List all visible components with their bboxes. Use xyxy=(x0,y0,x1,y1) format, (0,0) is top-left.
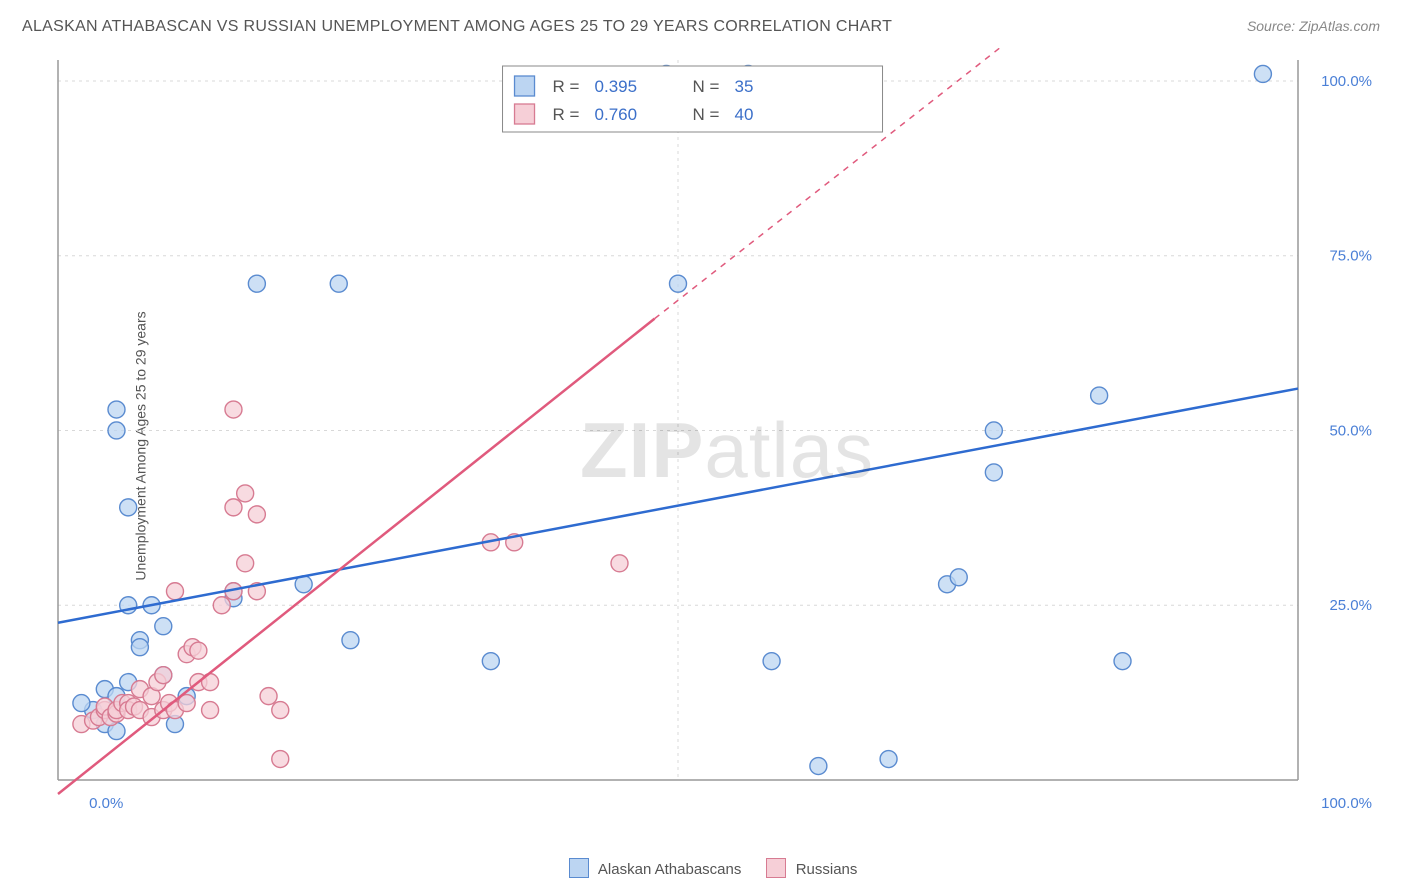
y-tick-label: 100.0% xyxy=(1321,73,1372,90)
scatter-point xyxy=(330,275,347,292)
scatter-point xyxy=(108,401,125,418)
bottom-legend: Alaskan Athabascans Russians xyxy=(0,858,1406,878)
y-tick-label: 50.0% xyxy=(1329,422,1372,439)
scatter-point xyxy=(950,569,967,586)
scatter-point xyxy=(880,751,897,768)
scatter-point xyxy=(342,632,359,649)
scatter-point xyxy=(120,499,137,516)
scatter-point xyxy=(237,485,254,502)
scatter-point xyxy=(272,751,289,768)
scatter-point xyxy=(155,667,172,684)
scatter-point xyxy=(763,653,780,670)
scatter-point xyxy=(202,702,219,719)
scatter-point xyxy=(1091,387,1108,404)
trendline xyxy=(58,319,655,794)
r-legend-swatch xyxy=(515,104,535,124)
scatter-point xyxy=(225,499,242,516)
scatter-point xyxy=(985,422,1002,439)
r-legend-swatch xyxy=(515,76,535,96)
scatter-point xyxy=(482,653,499,670)
legend-label-a: Alaskan Athabascans xyxy=(598,861,741,878)
scatter-point xyxy=(213,597,230,614)
y-tick-label: 75.0% xyxy=(1329,248,1372,265)
x-tick-label: 0.0% xyxy=(89,795,123,812)
y-tick-label: 25.0% xyxy=(1329,597,1372,614)
scatter-point xyxy=(155,618,172,635)
scatter-point xyxy=(272,702,289,719)
scatter-plot: 25.0% 50.0% 75.0% 100.0% 0.0% 100.0% R = 0.395 N… xyxy=(46,48,1382,826)
r-value: 0.395 xyxy=(595,77,638,96)
n-label: N = xyxy=(693,77,720,96)
scatter-point xyxy=(108,422,125,439)
scatter-point xyxy=(810,758,827,775)
scatter-point xyxy=(1254,65,1271,82)
scatter-point xyxy=(166,583,183,600)
scatter-point xyxy=(73,695,90,712)
legend-swatch-a xyxy=(569,858,589,878)
scatter-point xyxy=(237,555,254,572)
scatter-point xyxy=(985,464,1002,481)
r-label: R = xyxy=(553,77,580,96)
scatter-point xyxy=(670,275,687,292)
scatter-point xyxy=(611,555,628,572)
scatter-point xyxy=(248,506,265,523)
scatter-point xyxy=(260,688,277,705)
scatter-point xyxy=(1114,653,1131,670)
scatter-point xyxy=(248,275,265,292)
scatter-point xyxy=(225,401,242,418)
n-label: N = xyxy=(693,105,720,124)
r-value: 0.760 xyxy=(595,105,638,124)
scatter-point xyxy=(131,639,148,656)
x-tick-label: 100.0% xyxy=(1321,795,1372,812)
r-label: R = xyxy=(553,105,580,124)
legend-swatch-b xyxy=(766,858,786,878)
chart-title: ALASKAN ATHABASCAN VS RUSSIAN UNEMPLOYME… xyxy=(22,18,892,36)
n-value: 35 xyxy=(735,77,754,96)
scatter-point xyxy=(190,642,207,659)
n-value: 40 xyxy=(735,105,754,124)
source-label: Source: ZipAtlas.com xyxy=(1247,18,1380,34)
legend-label-b: Russians xyxy=(796,861,858,878)
